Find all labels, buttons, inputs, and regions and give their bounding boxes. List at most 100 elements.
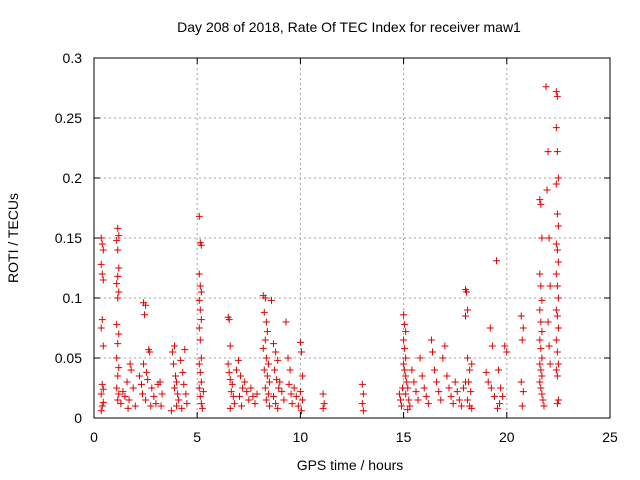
data-point (228, 380, 236, 388)
data-point (99, 276, 107, 284)
data-point (552, 240, 560, 248)
data-point (553, 246, 561, 254)
data-point (554, 294, 562, 302)
data-point (554, 324, 562, 332)
data-point (538, 390, 546, 398)
data-point (296, 388, 304, 396)
data-point (167, 407, 175, 415)
data-point (552, 270, 560, 278)
data-point (494, 404, 502, 412)
data-point (197, 241, 205, 249)
data-point (170, 342, 178, 350)
data-point (538, 372, 546, 380)
data-point (542, 83, 550, 91)
data-point (224, 360, 232, 368)
data-point (227, 388, 235, 396)
data-points (97, 83, 562, 415)
x-tick-label: 0 (90, 429, 98, 445)
x-tick-label: 20 (499, 429, 515, 445)
data-point (292, 392, 300, 400)
data-point (538, 354, 546, 362)
data-point (412, 388, 420, 396)
data-point (124, 404, 132, 412)
data-point (455, 396, 463, 404)
data-point (536, 196, 544, 204)
data-point (554, 396, 562, 404)
data-point (499, 392, 507, 400)
data-point (553, 400, 561, 408)
data-point (274, 356, 282, 364)
data-point (433, 378, 441, 386)
data-point (420, 384, 428, 392)
data-point (536, 336, 544, 344)
data-point (181, 346, 189, 354)
data-point (260, 308, 268, 316)
data-point (196, 368, 204, 376)
data-point (397, 396, 405, 404)
data-point (137, 380, 145, 388)
data-point (121, 392, 129, 400)
data-point (180, 380, 188, 388)
data-point (99, 246, 107, 254)
data-point (197, 354, 205, 362)
data-point (125, 396, 133, 404)
data-point (142, 301, 150, 309)
data-point (538, 234, 546, 242)
data-point (546, 360, 554, 368)
data-point (141, 311, 149, 319)
data-point (261, 336, 269, 344)
data-point (144, 376, 152, 384)
data-point (410, 378, 418, 386)
data-point (158, 390, 166, 398)
data-point (497, 384, 505, 392)
data-point (142, 396, 150, 404)
data-point (139, 390, 147, 398)
data-point (536, 306, 544, 314)
data-point (553, 148, 561, 156)
data-point (554, 258, 562, 266)
data-point (464, 306, 472, 314)
y-tick-label: 0.15 (55, 230, 82, 246)
data-point (537, 384, 545, 392)
data-point (297, 348, 305, 356)
data-point (418, 372, 426, 380)
data-point (117, 400, 125, 408)
data-point (296, 338, 304, 346)
data-point (435, 388, 443, 396)
data-point (468, 360, 476, 368)
data-point (538, 328, 546, 336)
data-point (404, 384, 412, 392)
data-point (424, 400, 432, 408)
data-point (197, 288, 205, 296)
data-point (518, 402, 526, 410)
y-tick-label: 0.1 (63, 290, 83, 306)
data-point (113, 354, 121, 362)
data-point (487, 384, 495, 392)
data-point (552, 366, 560, 374)
data-point (552, 180, 560, 188)
data-point (196, 392, 204, 400)
data-point (437, 396, 445, 404)
data-point (495, 366, 503, 374)
data-point (490, 392, 498, 400)
data-point (98, 240, 106, 248)
data-point (406, 402, 414, 410)
data-point (119, 388, 127, 396)
data-point (226, 342, 234, 350)
data-point (152, 400, 160, 408)
data-point (182, 390, 190, 398)
data-point (451, 378, 459, 386)
data-point (553, 210, 561, 218)
data-point (294, 402, 302, 410)
data-point (486, 324, 494, 332)
data-point (443, 372, 451, 380)
data-point (241, 378, 249, 386)
data-point (183, 400, 191, 408)
data-point (226, 404, 234, 412)
data-point (263, 328, 271, 336)
data-point (466, 366, 474, 374)
data-point (402, 328, 410, 336)
data-point (98, 316, 106, 324)
data-point (538, 296, 546, 304)
data-point (298, 396, 306, 404)
